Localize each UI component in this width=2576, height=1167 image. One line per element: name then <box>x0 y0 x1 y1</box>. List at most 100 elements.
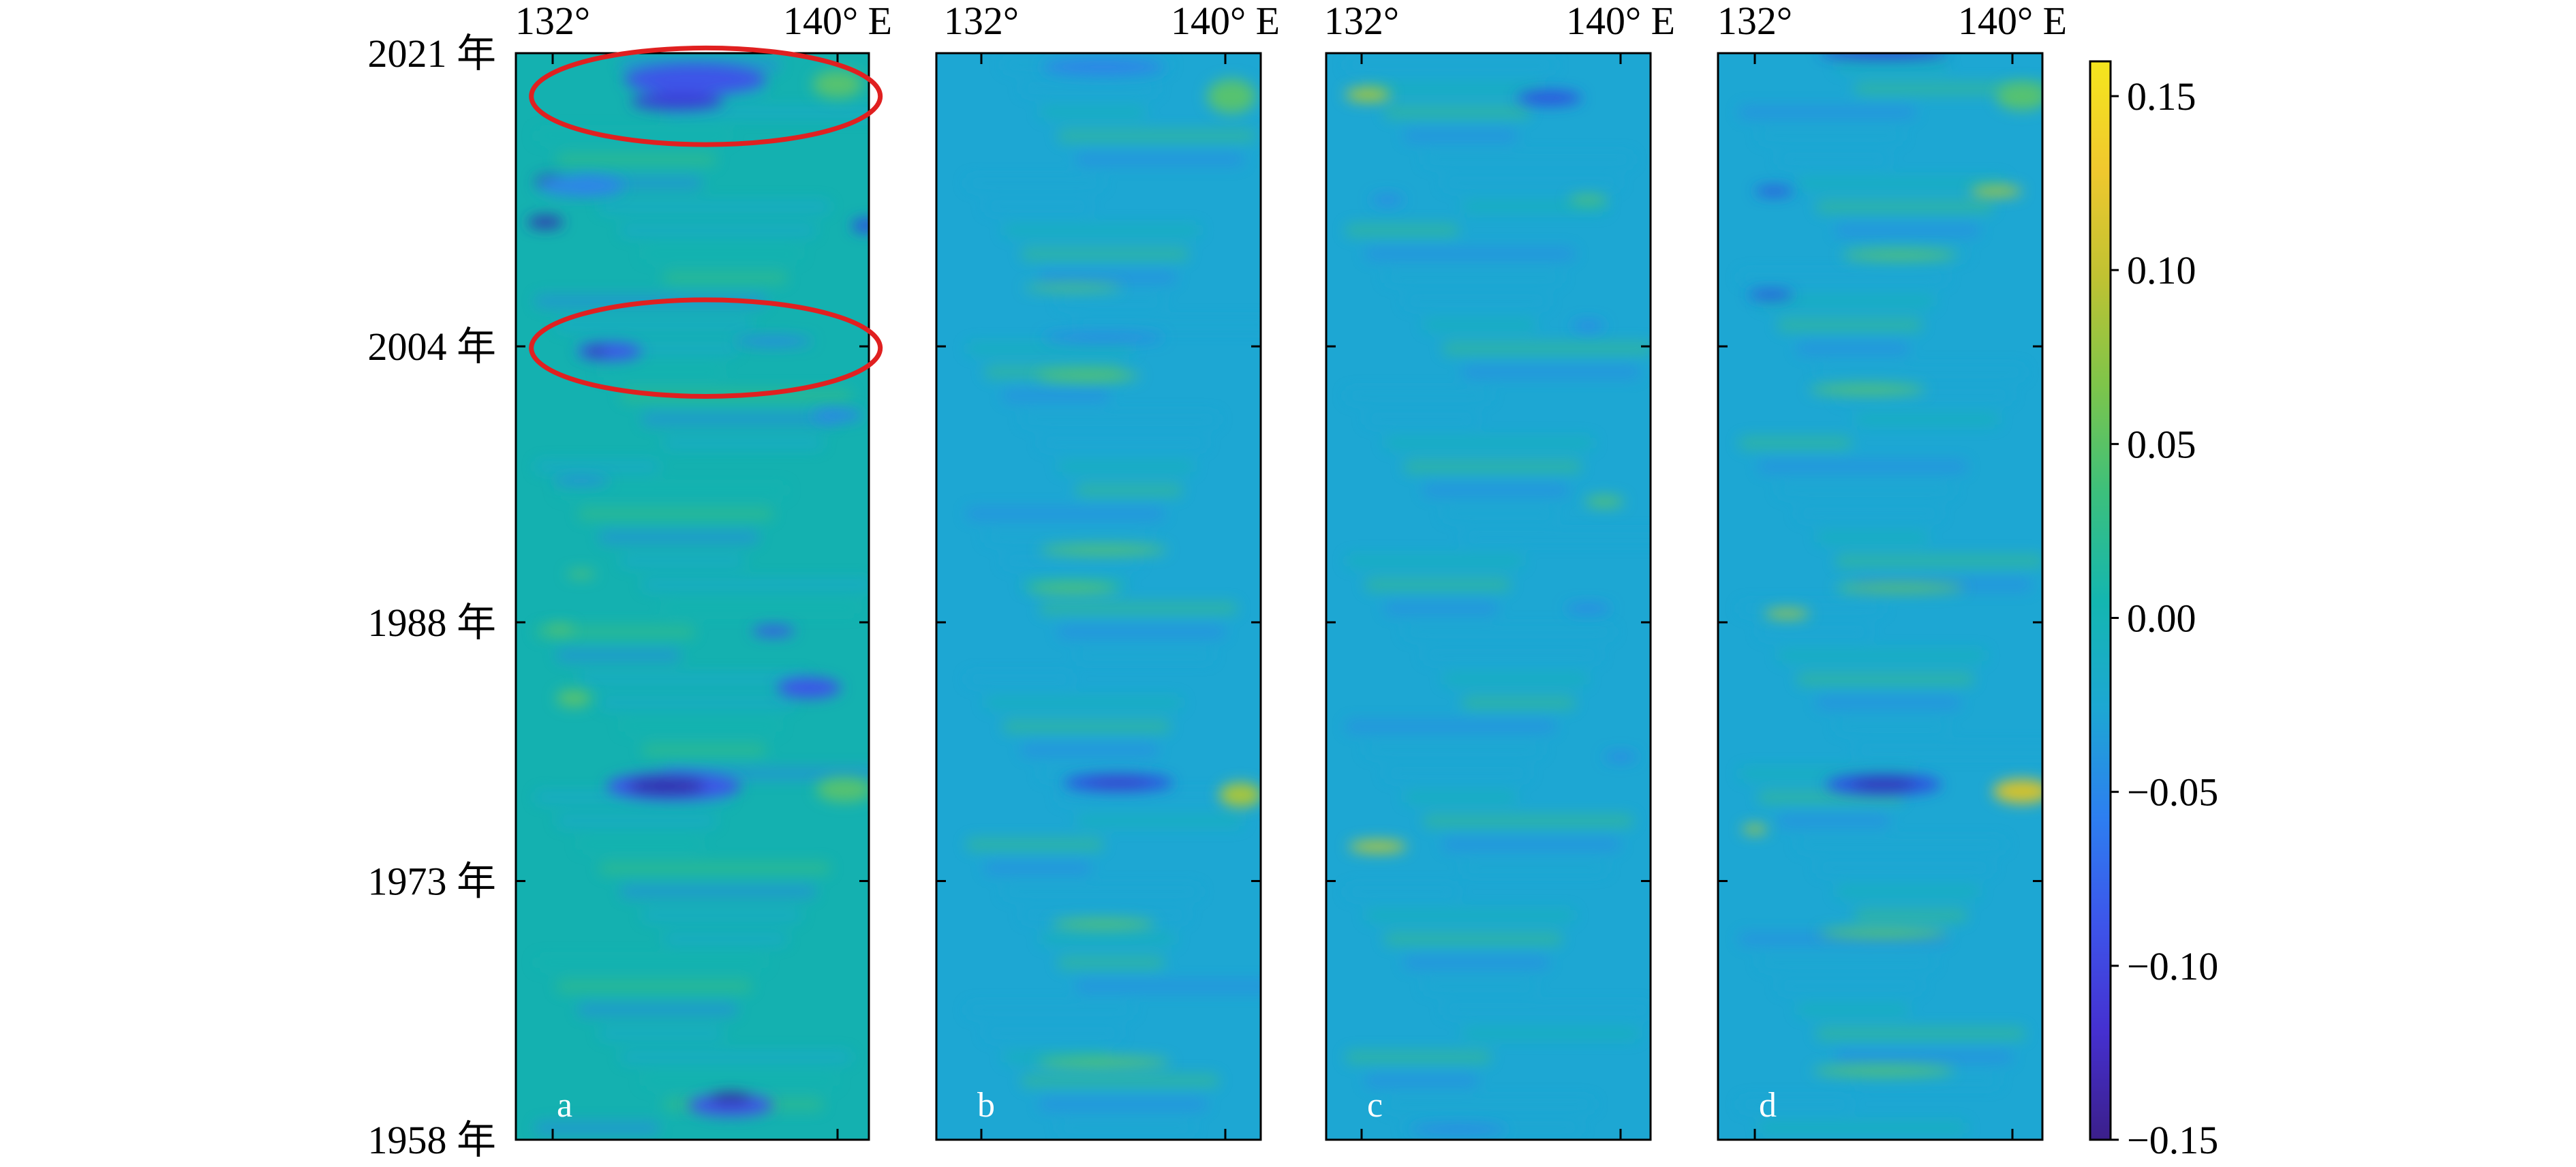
anomaly-blob <box>816 777 869 802</box>
panel-label: b <box>977 1086 995 1125</box>
anomaly-blob <box>1996 82 2042 110</box>
anomaly-blob <box>1024 284 1122 292</box>
anomaly-blob <box>1604 752 1637 761</box>
y-tick-label: 1988 年 <box>367 601 496 645</box>
x-tick-label: 132° <box>515 0 590 43</box>
anomaly-blob <box>1755 187 1794 196</box>
anomaly-blob <box>545 624 574 634</box>
anomaly-blob <box>1565 604 1611 613</box>
anomaly-blob <box>1517 91 1582 105</box>
anomaly-blob <box>538 175 624 197</box>
x-tick-label: 132° <box>1717 0 1792 43</box>
field-features <box>1345 87 1637 1134</box>
x-tick-label: 132° <box>944 0 1019 43</box>
panel-frame <box>1325 52 1652 1141</box>
x-tick-label: 140° E <box>1958 0 2067 43</box>
y-tick-label: 1958 年 <box>367 1118 496 1162</box>
anomaly-blob <box>1410 1125 1507 1134</box>
colorbar-tick-label: 0.05 <box>2127 422 2196 466</box>
field-texture <box>1345 59 1651 1134</box>
anomaly-blob <box>1841 249 1958 260</box>
anomaly-blob <box>1039 545 1167 556</box>
panel-background <box>516 53 869 1140</box>
colorbar-tick-label: 0.15 <box>2127 74 2196 119</box>
anomaly-blob <box>688 1093 773 1117</box>
panel-frame <box>1717 52 2044 1141</box>
anomaly-blob <box>1813 1065 1954 1076</box>
colorbar-tick-label: −0.10 <box>2127 944 2218 988</box>
anomaly-blob <box>777 677 842 699</box>
y-tick-label: 2004 年 <box>367 324 496 369</box>
anomaly-blob <box>812 409 863 422</box>
x-tick-label: 140° E <box>1171 0 1280 43</box>
anomaly-blob <box>556 689 592 707</box>
panel-a: 132° 140° E a <box>515 0 892 1141</box>
anomaly-blob <box>630 93 724 110</box>
colorbar: 0.15 0.10 0.05 0.00 −0.05 −0.10 −0.15 <box>2089 60 2218 1162</box>
anomaly-blob <box>553 477 610 485</box>
anomaly-blob <box>851 218 869 233</box>
anomaly-blob <box>585 347 607 357</box>
anomaly-blob <box>1764 609 1810 618</box>
x-tick-label: 140° E <box>783 0 892 43</box>
x-tick-label: 140° E <box>1566 0 1675 43</box>
anomaly-blob <box>1851 779 1916 790</box>
anomaly-blob <box>1036 1057 1171 1067</box>
anomaly-blob <box>1742 825 1768 834</box>
panel-c: 132° 140° E c <box>1324 0 1675 1141</box>
panel-background <box>1326 53 1651 1140</box>
colorbar-tick-label: 0.00 <box>2127 596 2196 641</box>
anomaly-blob <box>527 216 564 228</box>
anomaly-blob <box>577 343 642 361</box>
anomaly-blob <box>624 63 767 95</box>
anomaly-blob <box>1349 840 1407 853</box>
anomaly-blob <box>1371 195 1404 204</box>
highlight-ellipse <box>529 297 883 399</box>
y-tick-label: 1973 年 <box>367 859 496 903</box>
panel-label: a <box>557 1086 572 1125</box>
anomaly-blob <box>1219 783 1261 807</box>
anomaly-blob <box>1027 582 1119 593</box>
panel-b: 132° 140° E b <box>935 0 1280 1141</box>
anomaly-blob <box>1748 290 1794 299</box>
anomaly-blob <box>1571 321 1605 331</box>
panel-label: c <box>1367 1086 1383 1125</box>
anomaly-blob <box>1042 58 1165 76</box>
y-axis: 2021 年 2004 年 1988 年 1973 年 1958 年 <box>367 31 496 1162</box>
panel-background <box>936 53 1261 1140</box>
panel-frame <box>935 52 1262 1141</box>
colorbar-frame <box>2089 60 2112 1141</box>
colorbar-gradient <box>2090 61 2111 1140</box>
anomaly-blob <box>627 777 706 795</box>
anomaly-blob <box>709 1092 752 1105</box>
anomaly-blob <box>1809 384 1926 395</box>
field-features <box>527 63 869 1117</box>
anomaly-blob <box>734 337 813 346</box>
anomaly-blob <box>1993 779 2042 804</box>
anomaly-blob <box>752 626 795 637</box>
anomaly-blob <box>1345 87 1391 102</box>
colorbar-tick-label: −0.15 <box>2127 1118 2218 1162</box>
y-tick-label: 2021 年 <box>367 31 496 76</box>
anomaly-blob <box>1584 496 1624 507</box>
colorbar-tick-label: −0.05 <box>2127 770 2218 815</box>
anomaly-blob <box>1819 53 1948 59</box>
field-features <box>1742 53 2042 1076</box>
anomaly-blob <box>1088 778 1150 787</box>
anomaly-blob <box>1569 195 1608 204</box>
field-features <box>1024 58 1261 1067</box>
anomaly-blob <box>1835 582 1965 593</box>
x-tick-label: 132° <box>1324 0 1399 43</box>
anomaly-blob <box>1042 333 1165 342</box>
anomaly-blob <box>1036 370 1140 381</box>
highlight-ellipse <box>529 45 883 147</box>
anomaly-blob <box>1207 78 1256 114</box>
anomaly-blob <box>1051 919 1156 930</box>
panel-background <box>1718 53 2042 1140</box>
anomaly-blob <box>1970 185 2023 197</box>
colorbar-tick-label: 0.10 <box>2127 248 2196 292</box>
panels-layer: 132° 140° E a 132° 140° E b 132° 140° E c 132° 140… <box>515 0 2067 1141</box>
anomaly-blob <box>1819 927 1948 938</box>
panel-label: d <box>1759 1086 1777 1125</box>
